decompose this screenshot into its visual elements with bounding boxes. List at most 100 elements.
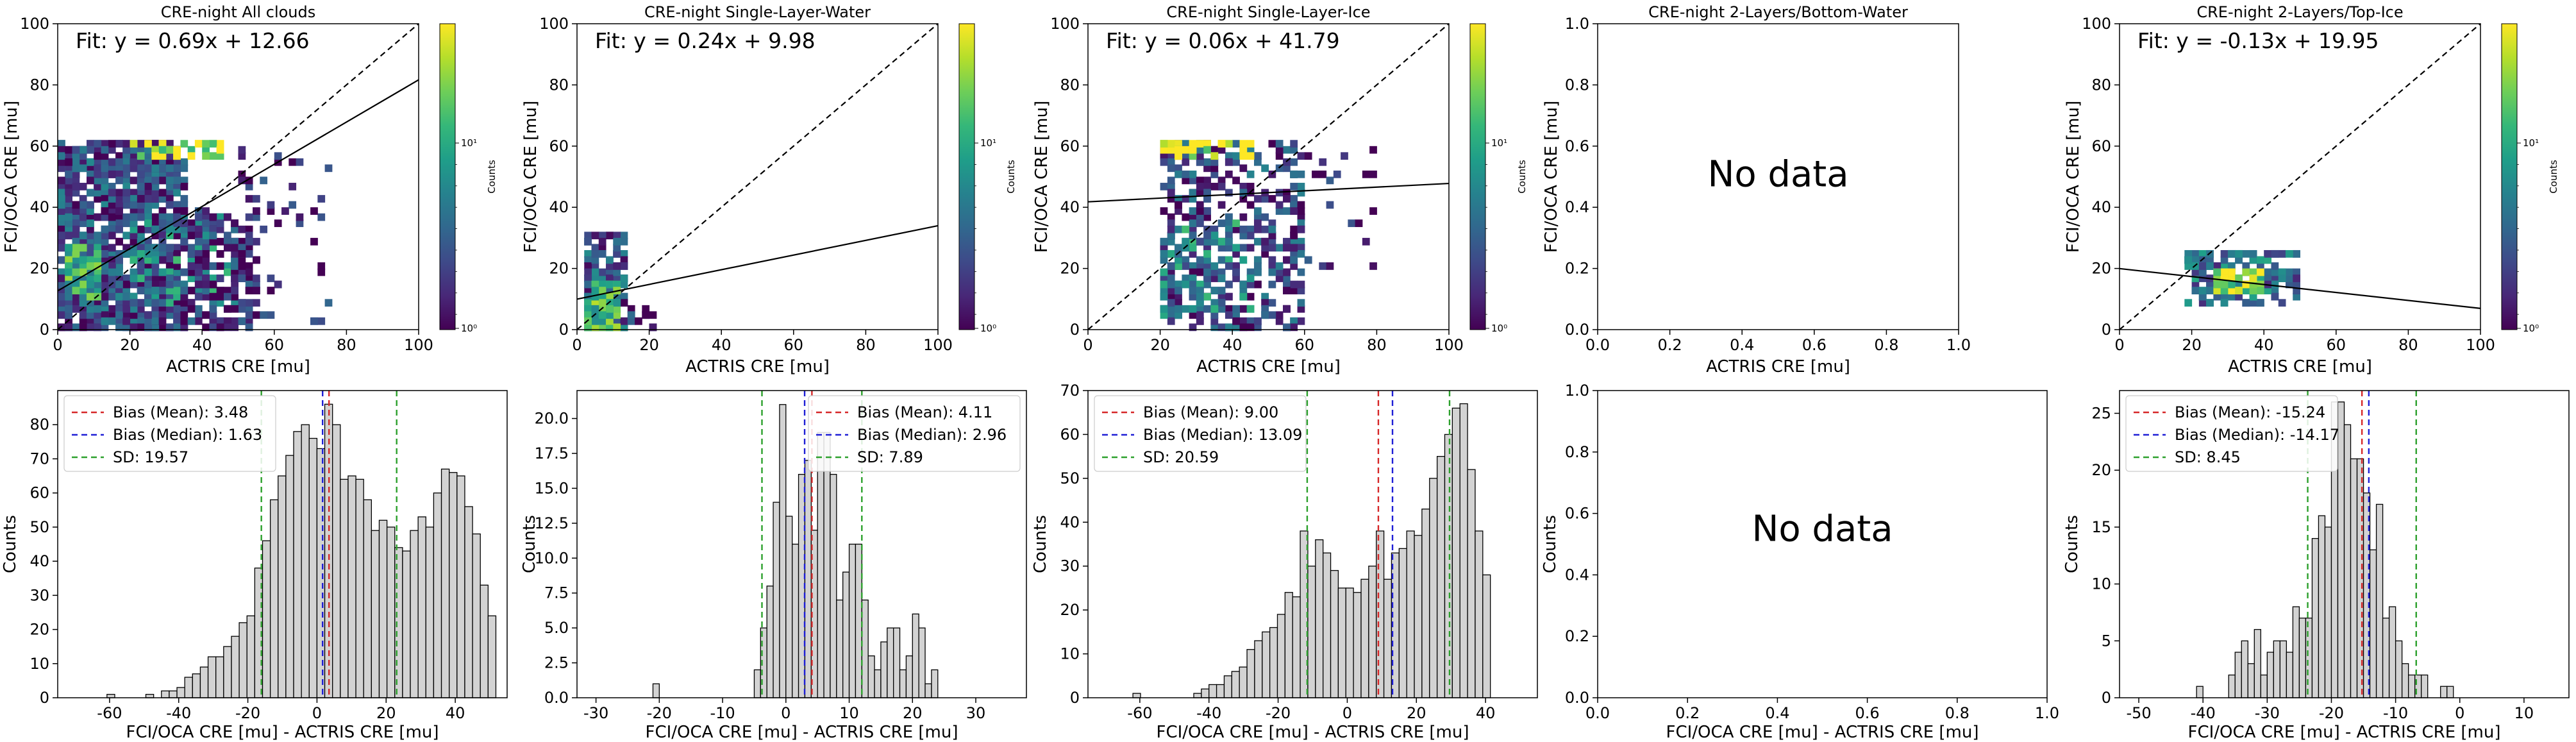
heatmap-cell	[1196, 280, 1204, 289]
heatmap-cell	[613, 268, 621, 276]
heatmap-cell	[1175, 311, 1182, 319]
heatmap-cell	[216, 317, 224, 325]
heatmap-cell	[2285, 280, 2293, 289]
heatmap-cell	[1175, 201, 1182, 209]
heatmap-cell	[2235, 280, 2243, 289]
histogram-bar	[1269, 627, 1278, 698]
heatmap-cell	[122, 323, 131, 332]
heatmap-cell	[173, 323, 181, 332]
heatmap-cell	[606, 287, 614, 294]
heatmap-cell	[1355, 219, 1363, 228]
heatmap-cell	[238, 256, 246, 264]
x-tick-label: -40	[166, 704, 191, 722]
heatmap-cell	[584, 305, 592, 313]
heatmap-cell	[591, 268, 599, 276]
heatmap-cell	[238, 237, 246, 246]
heatmap-cell	[194, 274, 203, 282]
heatmap-cell	[1167, 164, 1175, 173]
colorbar-tick-label: 10¹	[461, 137, 477, 149]
heatmap-cell	[2271, 268, 2279, 276]
x-tick-label: 40	[1223, 336, 1242, 354]
heatmap-cell	[151, 140, 160, 148]
heatmap-cell	[1232, 219, 1240, 228]
heatmap-cell	[598, 232, 606, 240]
heatmap-cell	[130, 311, 138, 319]
heatmap-cell	[144, 268, 152, 276]
heatmap-cell	[79, 268, 87, 276]
heatmap-cell	[1189, 268, 1197, 276]
heatmap-cell	[2256, 287, 2264, 294]
legend-entry: SD: 19.57	[113, 448, 188, 466]
histogram-bar	[1223, 675, 1232, 698]
heatmap-cell	[2249, 292, 2257, 301]
y-tick-label: 60	[1060, 137, 1080, 155]
heatmap-cell	[72, 262, 80, 270]
legend-box	[2125, 395, 2338, 472]
heatmap-cell	[137, 280, 145, 289]
heatmap-cell	[2271, 292, 2279, 301]
histogram-bar	[176, 687, 185, 698]
heatmap-cell	[260, 176, 268, 185]
heatmap-cell	[144, 274, 152, 282]
histogram-bar	[1475, 530, 1484, 698]
histogram-bar	[848, 543, 857, 698]
histogram-bar	[332, 424, 341, 698]
heatmap-cell	[1261, 249, 1269, 258]
heatmap-cell	[94, 140, 102, 148]
heatmap-cell	[65, 152, 73, 160]
heatmap-cell	[173, 189, 181, 197]
heatmap-cell	[606, 274, 614, 282]
histogram-bar	[773, 502, 780, 698]
heatmap-cell	[202, 237, 210, 246]
heatmap-cell	[1369, 170, 1377, 178]
heatmap-cell	[202, 311, 210, 319]
heatmap-cell	[1239, 256, 1248, 264]
heatmap-cell	[58, 146, 65, 154]
heatmap-cell	[122, 299, 131, 307]
heatmap-cell	[1246, 140, 1255, 148]
heatmap-cell	[1239, 146, 1248, 154]
heatmap-cell	[2206, 287, 2214, 294]
heatmap-cell	[2220, 299, 2229, 307]
heatmap-cell	[2271, 287, 2279, 294]
colorbar-tick-label: 10¹	[1491, 137, 1507, 149]
heatmap-cell	[187, 244, 196, 252]
heatmap-cell	[137, 268, 145, 276]
heatmap-cell	[2227, 287, 2236, 294]
heatmap-cell	[87, 244, 94, 252]
heatmap-cell	[1203, 249, 1211, 258]
histogram-bar	[425, 527, 435, 698]
heatmap-cell	[1232, 249, 1240, 258]
histogram-bar	[1231, 671, 1240, 698]
heatmap-cell	[108, 244, 116, 252]
heatmap-cell	[1290, 237, 1298, 246]
heatmap-cell	[115, 152, 123, 160]
heatmap-cell	[238, 152, 246, 160]
heatmap-cell	[137, 183, 145, 190]
heatmap-cell	[1160, 280, 1168, 289]
histogram-bar	[1246, 649, 1255, 698]
heatmap-cell	[1182, 213, 1190, 221]
heatmap-cell	[209, 237, 217, 246]
x-tick-label: 0.0	[1585, 704, 1610, 722]
heatmap-bins	[584, 232, 657, 332]
legend-entry: Bias (Mean): 4.11	[857, 403, 992, 421]
heatmap-cell	[591, 299, 599, 307]
heatmap-cell	[584, 287, 592, 294]
heatmap-cell	[245, 299, 253, 307]
heatmap-cell	[1167, 292, 1175, 301]
heatmap-cell	[122, 311, 131, 319]
heatmap-cell	[122, 183, 131, 190]
heatmap-cell	[1167, 299, 1175, 307]
histogram-bar	[887, 627, 894, 698]
heatmap-cell	[94, 183, 102, 190]
heatmap-cell	[1182, 280, 1190, 289]
heatmap-cell	[65, 195, 73, 203]
heatmap-cell	[1196, 311, 1204, 319]
heatmap-cell	[598, 274, 606, 282]
heatmap-cell	[1189, 152, 1197, 160]
heatmap-cell	[1225, 213, 1233, 221]
heatmap-cell	[1160, 287, 1168, 294]
heatmap-cell	[223, 292, 231, 301]
